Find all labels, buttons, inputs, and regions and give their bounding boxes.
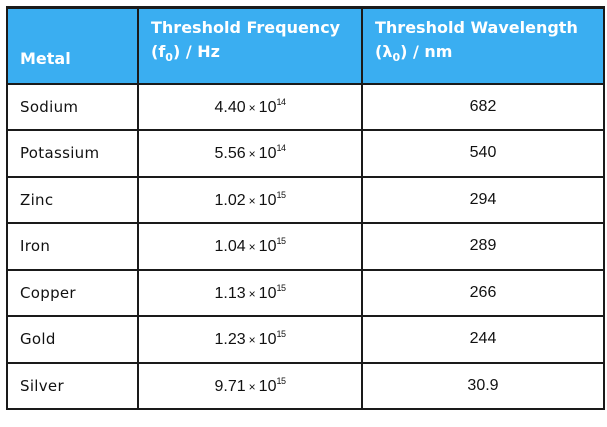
table-row: Silver 9.71 × 1015 30.9 bbox=[6, 361, 605, 410]
frequency-cell: 1.02 × 1015 bbox=[137, 175, 363, 224]
wavelength-cell: 294 bbox=[361, 175, 605, 224]
metal-cell: Silver bbox=[6, 361, 139, 410]
threshold-table: Metal Threshold Frequency (f0) / Hz Thre… bbox=[6, 6, 605, 410]
frequency-cell: 1.23 × 1015 bbox=[137, 315, 363, 364]
metal-cell: Zinc bbox=[6, 175, 139, 224]
wavelength-cell: 289 bbox=[361, 222, 605, 271]
metal-cell: Gold bbox=[6, 315, 139, 364]
header-metal: Metal bbox=[6, 6, 139, 85]
wavelength-cell: 244 bbox=[361, 315, 605, 364]
table-row: Gold 1.23 × 1015 244 bbox=[6, 315, 605, 364]
table-row: Zinc 1.02 × 1015 294 bbox=[6, 175, 605, 224]
header-row: Metal Threshold Frequency (f0) / Hz Thre… bbox=[6, 6, 605, 85]
wavelength-cell: 540 bbox=[361, 129, 605, 178]
metal-cell: Iron bbox=[6, 222, 139, 271]
metal-cell: Copper bbox=[6, 268, 139, 317]
frequency-cell: 5.56 × 1014 bbox=[137, 129, 363, 178]
wavelength-cell: 266 bbox=[361, 268, 605, 317]
wavelength-cell: 682 bbox=[361, 82, 605, 131]
header-threshold-wavelength: Threshold Wavelength (λ0) / nm bbox=[361, 6, 605, 85]
table-row: Sodium 4.40 × 1014 682 bbox=[6, 82, 605, 131]
metal-cell: Potassium bbox=[6, 129, 139, 178]
metal-cell: Sodium bbox=[6, 82, 139, 131]
header-threshold-frequency: Threshold Frequency (f0) / Hz bbox=[137, 6, 363, 85]
data-table-container: Metal Threshold Frequency (f0) / Hz Thre… bbox=[6, 6, 605, 423]
wavelength-cell: 30.9 bbox=[361, 361, 605, 410]
frequency-cell: 1.04 × 1015 bbox=[137, 222, 363, 271]
table-row: Potassium 5.56 × 1014 540 bbox=[6, 129, 605, 178]
table-row: Iron 1.04 × 1015 289 bbox=[6, 222, 605, 271]
frequency-cell: 1.13 × 1015 bbox=[137, 268, 363, 317]
table-row: Copper 1.13 × 1015 266 bbox=[6, 268, 605, 317]
frequency-cell: 9.71 × 1015 bbox=[137, 361, 363, 410]
frequency-cell: 4.40 × 1014 bbox=[137, 82, 363, 131]
